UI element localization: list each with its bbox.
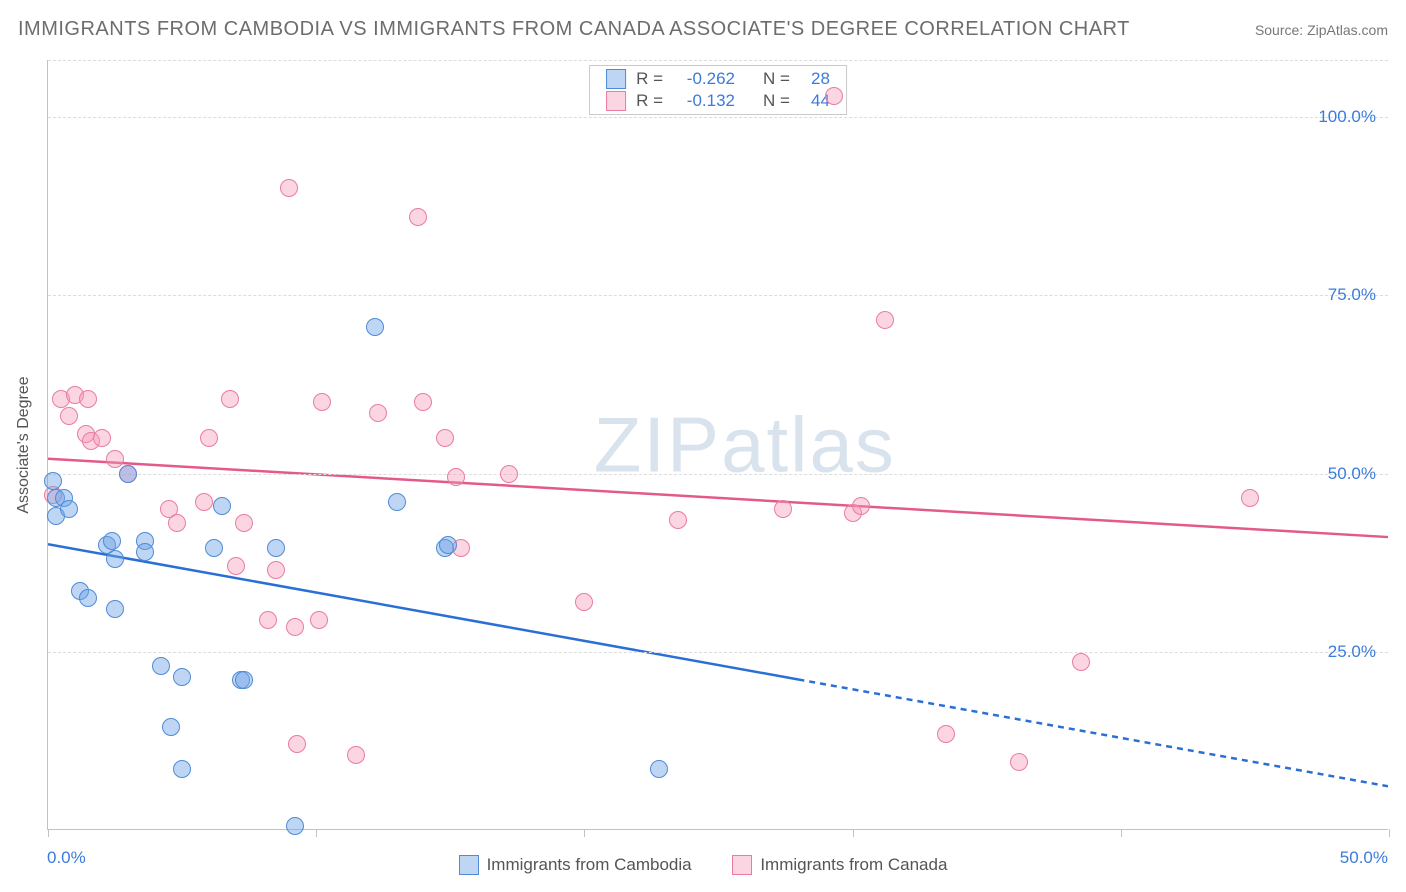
x-tick — [584, 829, 585, 837]
point-canada — [436, 429, 454, 447]
point-canada — [195, 493, 213, 511]
y-tick-label: 25.0% — [1328, 642, 1376, 662]
point-cambodia — [152, 657, 170, 675]
point-cambodia — [388, 493, 406, 511]
point-canada — [774, 500, 792, 518]
point-cambodia — [44, 472, 62, 490]
point-cambodia — [205, 539, 223, 557]
y-tick-label: 100.0% — [1318, 107, 1376, 127]
point-canada — [227, 557, 245, 575]
n-value-cambodia: 28 — [800, 69, 830, 89]
point-cambodia — [103, 532, 121, 550]
point-canada — [447, 468, 465, 486]
watermark: ZIPatlas — [594, 399, 896, 490]
point-canada — [267, 561, 285, 579]
point-cambodia — [136, 543, 154, 561]
point-canada — [288, 735, 306, 753]
r-label: R = — [636, 69, 663, 89]
grid-line — [48, 295, 1388, 296]
r-value-canada: -0.132 — [673, 91, 735, 111]
x-tick — [1389, 829, 1390, 837]
point-cambodia — [650, 760, 668, 778]
swatch-cambodia — [606, 69, 626, 89]
swatch-cambodia-icon — [459, 855, 479, 875]
point-canada — [200, 429, 218, 447]
x-tick — [853, 829, 854, 837]
point-canada — [60, 407, 78, 425]
point-canada — [937, 725, 955, 743]
point-cambodia — [267, 539, 285, 557]
point-cambodia — [235, 671, 253, 689]
point-cambodia — [119, 465, 137, 483]
grid-line — [48, 474, 1388, 475]
point-canada — [1010, 753, 1028, 771]
point-canada — [286, 618, 304, 636]
point-canada — [347, 746, 365, 764]
r-value-cambodia: -0.262 — [673, 69, 735, 89]
scatter-plot: ZIPatlas R = -0.262 N = 28 R = -0.132 N … — [47, 60, 1388, 830]
y-axis-label: Associate's Degree — [15, 376, 33, 513]
point-canada — [1241, 489, 1259, 507]
grid-line — [48, 60, 1388, 61]
legend-row-canada: R = -0.132 N = 44 — [590, 90, 846, 112]
point-cambodia — [366, 318, 384, 336]
point-canada — [1072, 653, 1090, 671]
point-canada — [313, 393, 331, 411]
point-canada — [414, 393, 432, 411]
r-label: R = — [636, 91, 663, 111]
point-canada — [221, 390, 239, 408]
x-tick — [1121, 829, 1122, 837]
point-canada — [500, 465, 518, 483]
point-canada — [825, 87, 843, 105]
x-tick — [316, 829, 317, 837]
point-canada — [79, 390, 97, 408]
point-canada — [669, 511, 687, 529]
source-label: Source: ZipAtlas.com — [1255, 22, 1388, 38]
point-cambodia — [79, 589, 97, 607]
y-tick-label: 75.0% — [1328, 285, 1376, 305]
point-cambodia — [173, 760, 191, 778]
point-canada — [852, 497, 870, 515]
point-cambodia — [286, 817, 304, 835]
point-canada — [310, 611, 328, 629]
trend-lines-svg — [48, 60, 1388, 829]
legend-label-cambodia: Immigrants from Cambodia — [487, 855, 692, 875]
watermark-atlas: atlas — [721, 400, 896, 488]
legend-item-cambodia: Immigrants from Cambodia — [459, 855, 692, 875]
n-label: N = — [763, 69, 790, 89]
point-canada — [106, 450, 124, 468]
y-tick-label: 50.0% — [1328, 464, 1376, 484]
point-cambodia — [439, 536, 457, 554]
point-cambodia — [106, 600, 124, 618]
bottom-legend: Immigrants from Cambodia Immigrants from… — [0, 855, 1406, 880]
point-canada — [259, 611, 277, 629]
point-cambodia — [60, 500, 78, 518]
point-cambodia — [162, 718, 180, 736]
point-canada — [575, 593, 593, 611]
trend-line — [798, 679, 1388, 786]
correlation-legend: R = -0.262 N = 28 R = -0.132 N = 44 — [589, 65, 847, 115]
point-cambodia — [213, 497, 231, 515]
point-canada — [168, 514, 186, 532]
grid-line — [48, 652, 1388, 653]
point-cambodia — [106, 550, 124, 568]
point-canada — [876, 311, 894, 329]
point-canada — [93, 429, 111, 447]
watermark-zip: ZIP — [594, 400, 721, 488]
legend-item-canada: Immigrants from Canada — [732, 855, 947, 875]
grid-line — [48, 117, 1388, 118]
swatch-canada — [606, 91, 626, 111]
legend-label-canada: Immigrants from Canada — [760, 855, 947, 875]
chart-title: IMMIGRANTS FROM CAMBODIA VS IMMIGRANTS F… — [18, 18, 1130, 41]
swatch-canada-icon — [732, 855, 752, 875]
legend-row-cambodia: R = -0.262 N = 28 — [590, 68, 846, 90]
n-label: N = — [763, 91, 790, 111]
point-canada — [369, 404, 387, 422]
point-canada — [409, 208, 427, 226]
point-canada — [280, 179, 298, 197]
point-cambodia — [173, 668, 191, 686]
x-tick — [48, 829, 49, 837]
point-canada — [235, 514, 253, 532]
